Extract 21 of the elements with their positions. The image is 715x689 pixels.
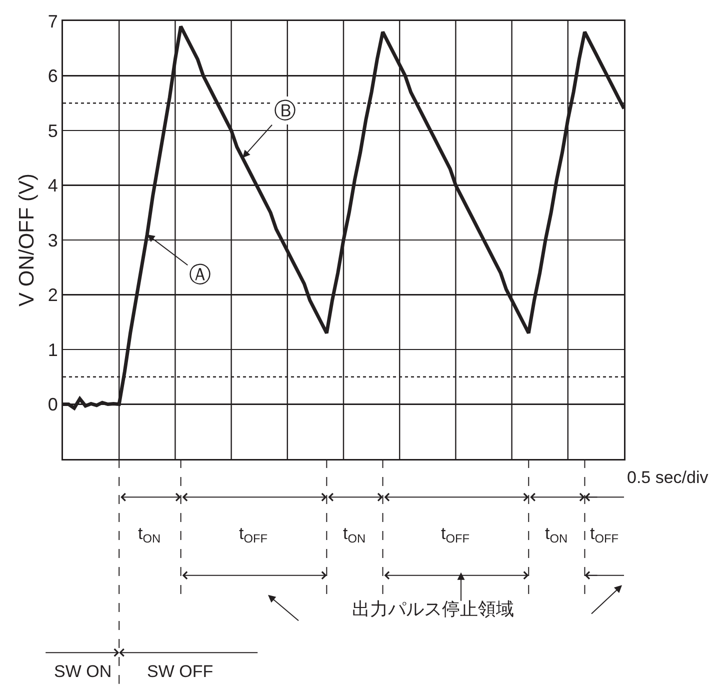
annotation: Ⓐ: [189, 262, 211, 287]
text: t$_{OFF}$: [590, 524, 619, 546]
y-tick-label: 2: [48, 285, 58, 306]
text: t$_{ON}$: [343, 524, 366, 546]
y-tick-label: 3: [48, 230, 58, 250]
annotation: Ⓑ: [274, 98, 296, 123]
text: t$_{ON}$: [138, 524, 161, 546]
y-tick-label: 7: [48, 11, 58, 32]
y-tick-label: 1: [48, 340, 58, 360]
text: 出力パルス停止領域: [352, 599, 514, 619]
y-tick-label: 5: [48, 120, 58, 141]
y-axis-title: V ON/OFF (V): [15, 174, 38, 306]
text: t$_{OFF}$: [239, 524, 268, 546]
text: t$_{OFF}$: [441, 524, 470, 546]
y-tick-label: 4: [48, 176, 58, 196]
y-tick-label: 0: [48, 394, 58, 415]
text: SW ON: [54, 662, 112, 681]
text: t$_{ON}$: [545, 524, 568, 546]
text: SW OFF: [147, 662, 214, 681]
text: 0.5 sec/div: [627, 468, 709, 487]
y-tick-label: 6: [48, 66, 58, 86]
